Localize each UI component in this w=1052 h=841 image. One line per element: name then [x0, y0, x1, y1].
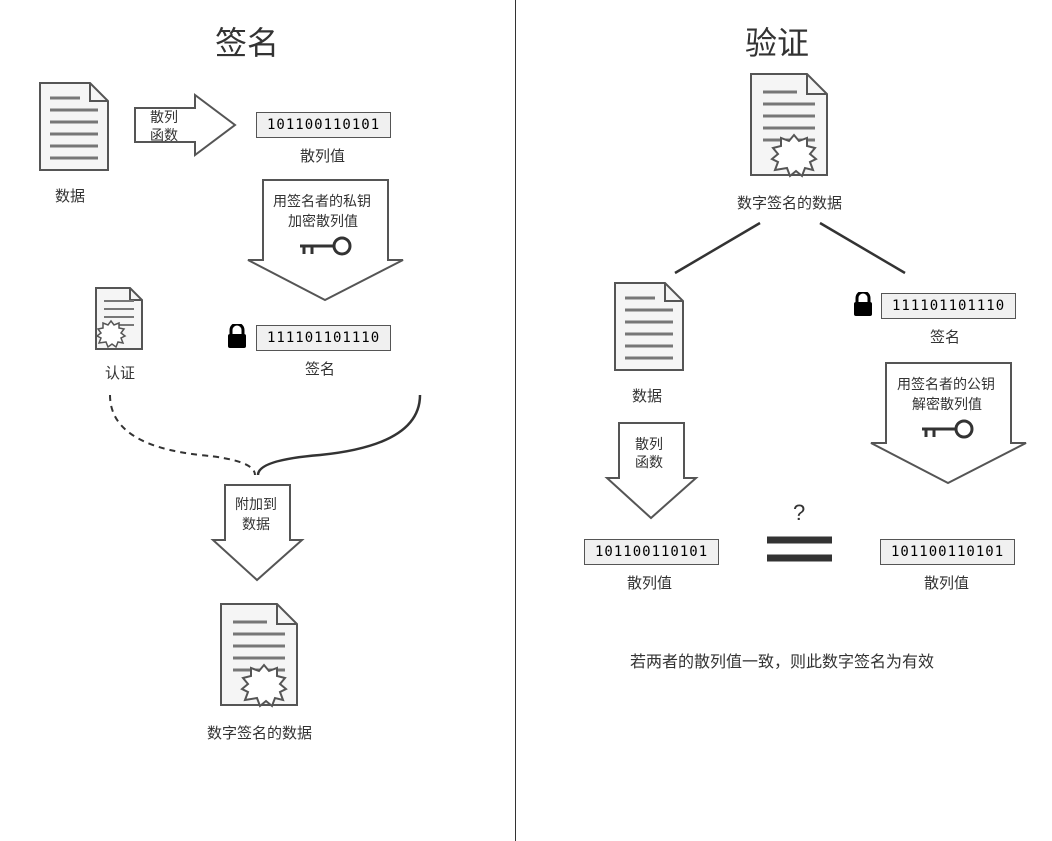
verify-key-icon — [920, 418, 975, 440]
verify-signed-data-label: 数字签名的数据 — [737, 192, 842, 213]
hash-arrow-icon — [130, 90, 240, 160]
hash-value-label: 散列值 — [300, 145, 345, 166]
key-icon — [298, 235, 353, 257]
encrypt-arrow-label-2: 加密散列值 — [288, 212, 358, 230]
certificate-icon — [92, 285, 147, 355]
signed-data-label: 数字签名的数据 — [207, 722, 312, 743]
verify-hash-left-label: 散列值 — [627, 572, 672, 593]
verify-signature-label: 签名 — [930, 326, 960, 347]
lock-icon — [226, 324, 248, 350]
center-divider — [515, 0, 516, 841]
sign-title: 签名 — [215, 18, 279, 64]
verify-data-label: 数据 — [632, 385, 662, 406]
question-mark: ? — [793, 500, 805, 526]
document-icon — [35, 80, 115, 175]
signed-data-icon — [215, 600, 305, 715]
cert-label: 认证 — [105, 362, 135, 383]
verify-hash-right-box: 101100110101 — [880, 539, 1015, 565]
attach-arrow-label-1: 附加到 — [235, 495, 277, 513]
hash-value-box: 101100110101 — [256, 112, 391, 138]
decrypt-arrow-label-1: 用签名者的公钥 — [897, 375, 995, 393]
split-lines — [640, 218, 940, 278]
equals-icon — [762, 528, 837, 568]
verify-hash-left-box: 101100110101 — [584, 539, 719, 565]
encrypt-arrow-label-1: 用签名者的私钥 — [273, 192, 371, 210]
data-label: 数据 — [55, 185, 85, 206]
decrypt-arrow-label-2: 解密散列值 — [912, 395, 982, 413]
verify-hash-arrow-label: 散列 函数 — [635, 435, 663, 471]
verify-title: 验证 — [745, 18, 809, 64]
hash-arrow-label: 散列 函数 — [150, 108, 178, 144]
verify-document-icon — [610, 280, 690, 375]
signature-box: 111101101110 — [256, 325, 391, 351]
attach-arrow-label-2: 数据 — [242, 515, 270, 533]
converge-curves — [40, 390, 460, 480]
verify-signature-box: 111101101110 — [881, 293, 1016, 319]
verify-conclusion: 若两者的散列值一致，则此数字签名为有效 — [630, 648, 934, 672]
signature-label: 签名 — [305, 358, 335, 379]
verify-hash-right-label: 散列值 — [924, 572, 969, 593]
verify-signed-data-icon — [745, 70, 835, 185]
verify-lock-icon — [852, 292, 874, 318]
